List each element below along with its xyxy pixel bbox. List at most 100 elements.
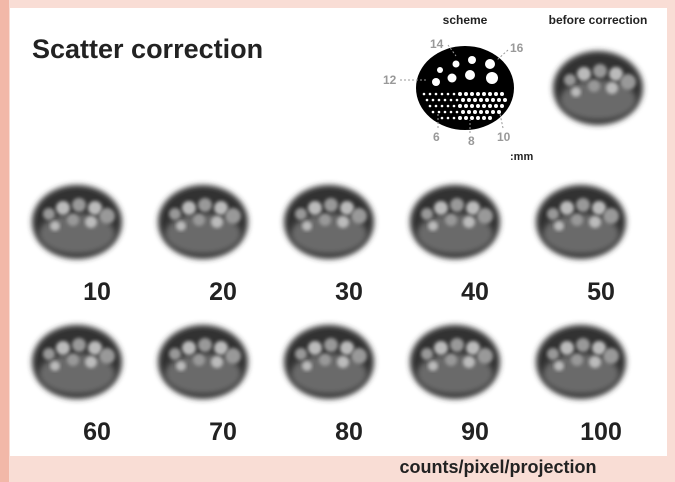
phantom-spot — [182, 341, 196, 355]
image-label: 100 — [580, 418, 622, 446]
scheme-hole — [444, 99, 447, 102]
phantom-spot — [324, 198, 338, 212]
scheme-hole — [494, 104, 498, 108]
scheme-hole — [467, 98, 471, 102]
phantom-spot — [99, 348, 115, 364]
scheme-hole — [447, 117, 450, 120]
scheme-hole — [458, 116, 462, 120]
phantom-spot — [560, 341, 574, 355]
scheme-hole — [437, 67, 443, 73]
phantom-spot — [225, 208, 241, 224]
phantom-spot — [193, 354, 205, 366]
scheme-hole — [438, 111, 441, 114]
scheme-hole — [485, 98, 489, 102]
scheme-hole — [476, 92, 480, 96]
size-label: 14 — [430, 37, 444, 51]
scheme-hole — [494, 92, 498, 96]
scheme-hole — [461, 110, 465, 114]
phantom-spot — [577, 67, 591, 81]
scheme-label: scheme — [443, 13, 488, 27]
title: Scatter correction — [32, 34, 263, 64]
scheme-hole — [476, 116, 480, 120]
scheme-hole — [470, 116, 474, 120]
image-label: 40 — [461, 278, 489, 306]
scheme-hole — [500, 104, 504, 108]
phantom-spot — [463, 356, 475, 368]
scheme-hole — [491, 98, 495, 102]
scheme-hole — [467, 110, 471, 114]
phantom-spot — [67, 354, 79, 366]
phantom-spot — [477, 348, 493, 364]
scheme-hole — [473, 110, 477, 114]
phantom-spot — [99, 208, 115, 224]
phantom-image — [536, 185, 626, 259]
scheme-hole — [479, 110, 483, 114]
phantom-spot — [554, 221, 564, 231]
left-bar — [0, 0, 9, 482]
phantom-spot — [295, 208, 307, 220]
scheme-hole — [444, 111, 447, 114]
scheme-hole — [503, 98, 507, 102]
phantom-image — [32, 185, 122, 259]
image-label: 20 — [209, 278, 237, 306]
scheme-hole — [470, 92, 474, 96]
scheme-hole — [435, 93, 438, 96]
size-label: 6 — [433, 130, 440, 144]
phantom-spot — [477, 208, 493, 224]
phantom-spot — [560, 201, 574, 215]
scheme-hole — [488, 116, 492, 120]
phantom-spot — [211, 216, 223, 228]
image-label: 70 — [209, 418, 237, 446]
phantom-spot — [445, 354, 457, 366]
phantom-spot — [308, 341, 322, 355]
phantom-spot — [603, 208, 619, 224]
unit-label: :mm — [510, 151, 533, 163]
phantom-image — [158, 325, 248, 399]
size-label: 10 — [497, 130, 511, 144]
phantom-spot — [67, 214, 79, 226]
image-label: 80 — [335, 418, 363, 446]
scheme-hole — [453, 117, 456, 120]
phantom-spot — [589, 356, 601, 368]
scheme-hole — [491, 110, 495, 114]
scheme-hole — [482, 104, 486, 108]
phantom-spot — [50, 361, 60, 371]
scheme-hole — [429, 105, 432, 108]
scheme-hole — [423, 93, 426, 96]
phantom-spot — [588, 80, 600, 92]
phantom-spot — [428, 221, 438, 231]
size-label: 16 — [510, 41, 524, 55]
scheme-diagram — [416, 46, 514, 130]
phantom-spot — [351, 348, 367, 364]
phantom-spot — [571, 214, 583, 226]
scheme-hole — [485, 59, 495, 69]
phantom-spot — [576, 338, 590, 352]
scheme-hole — [426, 99, 429, 102]
phantom-spot — [593, 64, 607, 78]
phantom-spot — [43, 348, 55, 360]
scheme-hole — [500, 92, 504, 96]
scheme-hole — [497, 98, 501, 102]
phantom-spot — [85, 216, 97, 228]
scheme-hole — [461, 98, 465, 102]
phantom-spot — [434, 341, 448, 355]
phantom-spot — [319, 214, 331, 226]
phantom-image — [158, 185, 248, 259]
phantom-spot — [308, 201, 322, 215]
phantom-image — [410, 325, 500, 399]
phantom-image — [284, 325, 374, 399]
phantom-spot — [434, 201, 448, 215]
size-label: 12 — [383, 73, 397, 87]
scheme-hole — [482, 116, 486, 120]
phantom-spot — [169, 348, 181, 360]
scheme-hole — [473, 98, 477, 102]
phantom-spot — [421, 348, 433, 360]
scheme-hole — [453, 93, 456, 96]
scheme-hole — [450, 99, 453, 102]
slide: Scatter correction scheme 14 16 12 6 8 1… — [0, 0, 675, 482]
phantom-spot — [337, 356, 349, 368]
phantom-spot — [324, 338, 338, 352]
scheme-hole — [479, 98, 483, 102]
scheme-hole — [456, 111, 459, 114]
scheme-hole — [497, 110, 501, 114]
